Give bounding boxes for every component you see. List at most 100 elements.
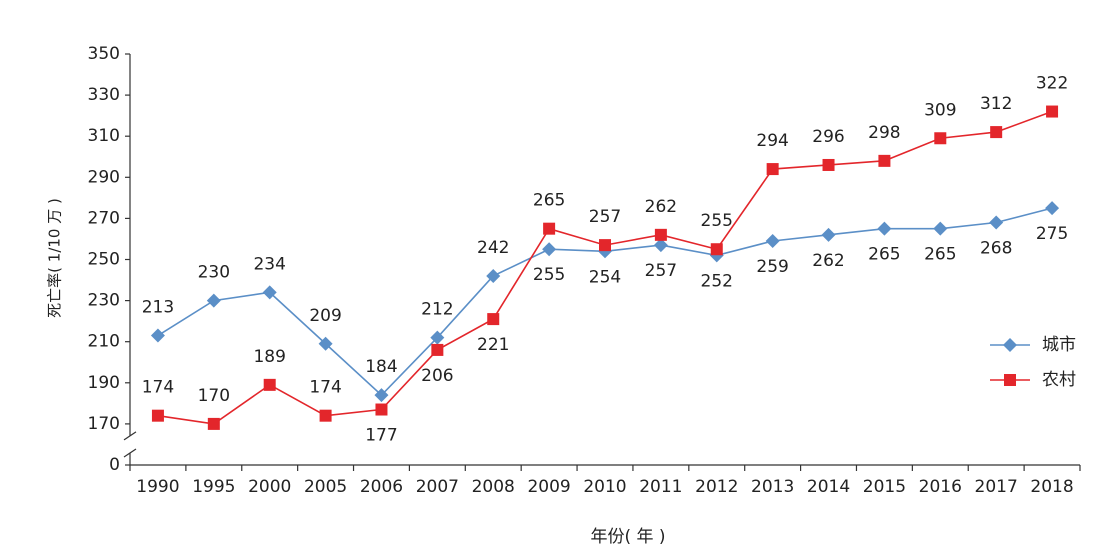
data-label: 221: [477, 335, 509, 355]
data-label: 322: [1036, 74, 1068, 94]
data-label: 265: [924, 245, 956, 265]
data-label: 262: [812, 251, 844, 271]
y-tick-label: 0: [109, 455, 120, 475]
x-tick-label: 1995: [192, 477, 235, 497]
data-point: [934, 132, 947, 145]
data-label: 265: [868, 245, 900, 265]
data-point: [990, 126, 1003, 139]
data-point: [319, 409, 332, 422]
data-point: [150, 328, 165, 343]
y-tick-label: 190: [88, 373, 120, 393]
x-tick-label: 2009: [527, 477, 570, 497]
data-point: [1046, 105, 1059, 118]
y-tick-label: 310: [88, 126, 120, 146]
x-tick-label: 2016: [919, 477, 962, 497]
data-label: 255: [533, 265, 565, 285]
series-line: [157, 207, 1053, 397]
data-label: 275: [1036, 224, 1068, 244]
data-point: [486, 268, 501, 283]
data-label: 174: [309, 378, 341, 398]
data-label: 265: [533, 191, 565, 211]
y-tick-label: 270: [88, 208, 120, 228]
y-axis-label: 死亡率( 1/10 万 ): [46, 198, 64, 318]
data-label: 230: [198, 263, 230, 283]
data-point: [431, 343, 444, 356]
data-label: 252: [701, 271, 733, 291]
legend-marker: [1004, 374, 1016, 386]
y-tick-label: 170: [88, 414, 120, 434]
data-label: 209: [309, 306, 341, 326]
data-label: 213: [142, 298, 174, 318]
x-tick-label: 2018: [1030, 477, 1073, 497]
data-label: 294: [756, 131, 788, 151]
data-label: 257: [645, 261, 677, 281]
legend-label: 农村: [1042, 370, 1076, 390]
legend-marker: [1003, 338, 1017, 352]
data-point: [207, 417, 220, 430]
x-tick-label: 2017: [975, 477, 1018, 497]
data-label: 184: [365, 357, 397, 377]
x-tick-label: 2012: [695, 477, 738, 497]
data-point: [989, 215, 1004, 230]
data-point: [1045, 201, 1060, 216]
data-label: 206: [421, 366, 453, 386]
x-tick-label: 2014: [807, 477, 850, 497]
data-label: 189: [253, 347, 285, 367]
data-point: [654, 228, 667, 241]
data-point: [766, 163, 779, 176]
y-tick-label: 350: [88, 44, 120, 64]
x-tick-label: 2011: [639, 477, 682, 497]
legend-label: 城市: [1042, 335, 1076, 355]
x-tick-label: 2010: [583, 477, 626, 497]
data-point: [375, 403, 388, 416]
data-label: 177: [365, 426, 397, 446]
y-tick-label: 230: [88, 291, 120, 311]
data-label: 262: [645, 197, 677, 217]
data-label: 259: [756, 257, 788, 277]
data-point: [374, 388, 389, 403]
x-tick-label: 2005: [304, 477, 347, 497]
data-point: [765, 234, 780, 249]
data-point: [599, 239, 611, 252]
data-point: [542, 242, 557, 257]
data-point: [543, 222, 556, 235]
data-label: 268: [980, 239, 1012, 259]
data-point: [487, 313, 500, 326]
data-point: [710, 243, 723, 256]
data-label: 234: [253, 254, 285, 274]
data-point: [822, 158, 835, 171]
data-point: [821, 227, 836, 242]
x-tick-label: 2008: [472, 477, 515, 497]
x-tick-label: 2015: [863, 477, 906, 497]
data-label: 312: [980, 94, 1012, 114]
y-tick-label: 250: [88, 250, 120, 270]
x-axis-label: 年份( 年 ): [590, 527, 665, 547]
data-point: [263, 378, 276, 391]
x-tick-label: 2000: [248, 477, 291, 497]
x-tick-label: 1990: [136, 477, 179, 497]
x-tick-label: 2006: [360, 477, 403, 497]
data-label: 212: [421, 300, 453, 320]
data-label: 170: [198, 386, 230, 406]
data-label: 296: [812, 127, 844, 147]
data-point: [878, 154, 891, 167]
data-point: [933, 221, 948, 236]
y-tick-label: 210: [88, 332, 120, 352]
data-point: [653, 238, 668, 253]
data-label: 255: [701, 211, 733, 231]
data-point: [206, 293, 221, 308]
data-point: [318, 336, 333, 351]
data-point: [877, 221, 892, 236]
y-tick-label: 290: [88, 167, 120, 187]
x-tick-label: 2013: [751, 477, 794, 497]
data-point: [151, 409, 164, 422]
data-point: [262, 285, 277, 300]
data-point: [430, 330, 445, 345]
data-label: 298: [868, 123, 900, 143]
data-label: 254: [589, 267, 621, 287]
data-label: 257: [589, 207, 621, 227]
axis-break: [123, 431, 137, 458]
y-tick-label: 330: [88, 85, 120, 105]
x-tick-label: 2007: [416, 477, 459, 497]
